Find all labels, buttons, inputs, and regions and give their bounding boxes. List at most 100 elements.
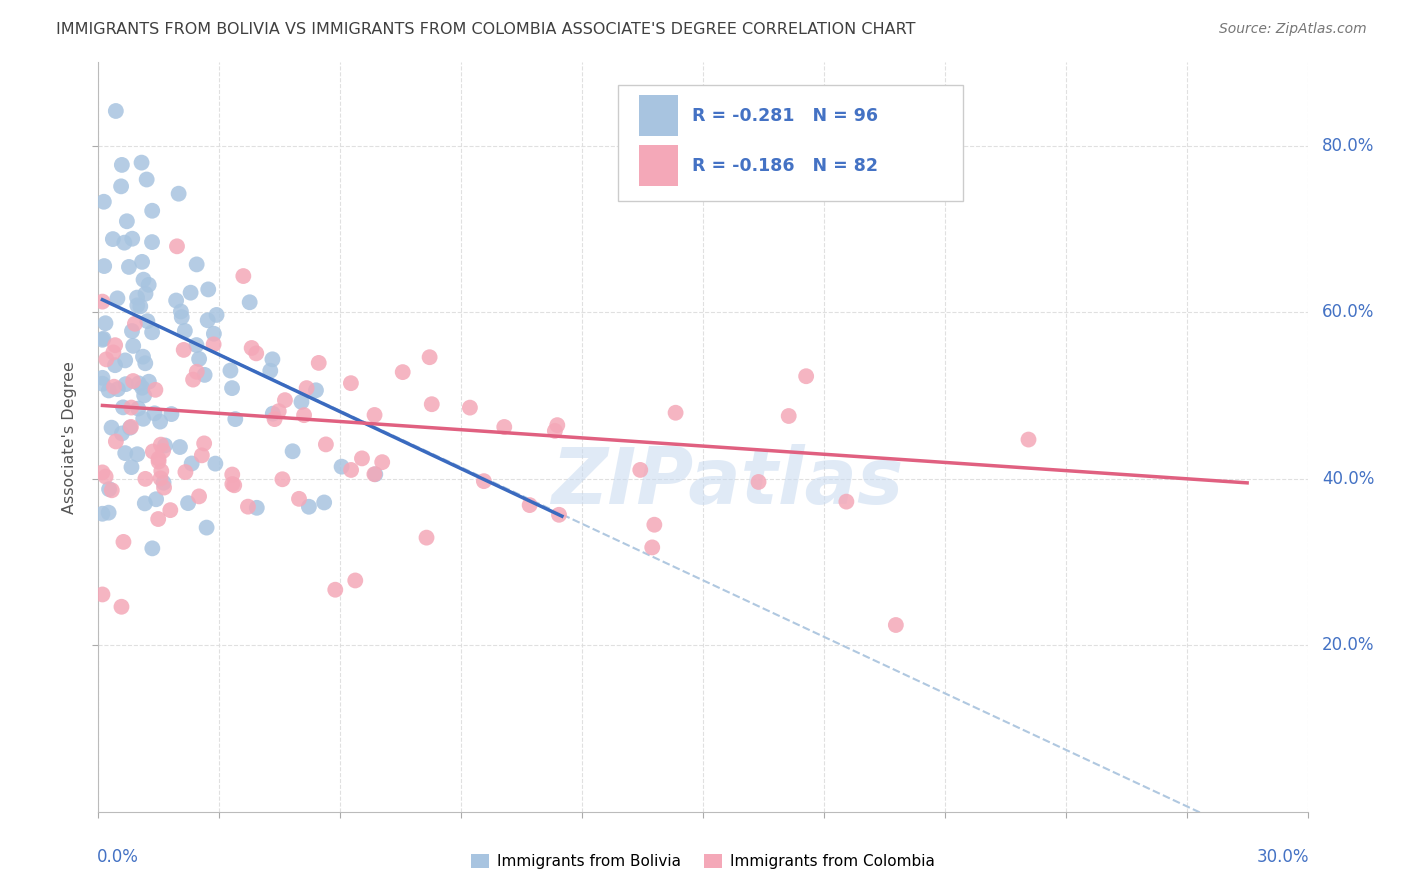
Point xyxy=(91,466,114,480)
Text: 20.0%: 20.0% xyxy=(1322,636,1375,654)
Point xyxy=(224,478,246,492)
Point xyxy=(314,495,336,509)
Point xyxy=(188,489,211,503)
Point xyxy=(127,401,149,416)
Point xyxy=(153,481,176,495)
Bar xyxy=(638,145,678,186)
Point xyxy=(747,475,769,489)
Point xyxy=(97,506,120,520)
Point xyxy=(121,460,143,475)
Point xyxy=(884,618,907,632)
Point xyxy=(134,388,156,402)
Point xyxy=(122,374,145,388)
Point xyxy=(224,412,246,426)
Point xyxy=(110,599,132,614)
Point xyxy=(127,447,149,461)
Point xyxy=(121,324,143,338)
FancyBboxPatch shape xyxy=(619,85,963,201)
Point xyxy=(148,454,170,468)
Point xyxy=(236,500,259,514)
Text: 80.0%: 80.0% xyxy=(1322,136,1375,154)
Point xyxy=(107,291,129,305)
Point xyxy=(107,382,129,396)
Point xyxy=(160,407,183,421)
Point xyxy=(120,401,142,415)
Point xyxy=(205,308,228,322)
Point xyxy=(148,512,170,526)
Point xyxy=(292,408,315,422)
Point xyxy=(132,273,155,287)
Text: 30.0%: 30.0% xyxy=(1257,847,1309,865)
Point xyxy=(153,438,176,452)
Point xyxy=(131,155,153,169)
Y-axis label: Associate's Degree: Associate's Degree xyxy=(62,360,77,514)
Point xyxy=(135,172,157,186)
Point xyxy=(177,496,200,510)
Point xyxy=(519,498,541,512)
Point xyxy=(118,260,141,274)
Point xyxy=(149,415,172,429)
Point xyxy=(458,401,481,415)
Point xyxy=(134,472,156,486)
Point xyxy=(159,503,181,517)
Point xyxy=(794,369,817,384)
Point xyxy=(202,326,225,341)
Point xyxy=(186,257,208,271)
Point xyxy=(186,365,208,379)
Point xyxy=(101,232,124,246)
Point xyxy=(145,383,167,397)
Point xyxy=(246,500,269,515)
Point xyxy=(221,477,243,491)
Point xyxy=(145,492,167,507)
Point xyxy=(152,475,174,490)
Point xyxy=(193,436,215,450)
Point xyxy=(141,541,163,556)
Point xyxy=(132,350,155,364)
Point xyxy=(472,474,495,488)
Point xyxy=(204,457,226,471)
Point xyxy=(188,351,211,366)
Point xyxy=(202,337,225,351)
Point xyxy=(344,574,367,588)
Point xyxy=(221,381,243,395)
Point xyxy=(274,393,297,408)
Point xyxy=(91,371,114,385)
Point xyxy=(340,376,363,391)
Point xyxy=(128,376,150,391)
Text: 40.0%: 40.0% xyxy=(1322,470,1375,488)
Point xyxy=(112,401,135,415)
Point xyxy=(141,235,163,249)
Point xyxy=(267,404,290,418)
Point xyxy=(641,541,664,555)
Point xyxy=(240,341,263,355)
Point xyxy=(131,255,153,269)
Point xyxy=(138,375,160,389)
Point xyxy=(259,364,281,378)
Point xyxy=(122,339,145,353)
Point xyxy=(125,291,148,305)
Point xyxy=(665,406,688,420)
Point xyxy=(143,406,166,420)
Point xyxy=(323,582,346,597)
Point xyxy=(191,448,214,462)
Point xyxy=(103,380,125,394)
Point xyxy=(835,494,858,508)
Point xyxy=(118,421,141,435)
Point xyxy=(114,446,136,460)
Point xyxy=(149,437,172,451)
Point xyxy=(350,451,373,466)
Point xyxy=(91,333,114,347)
Point xyxy=(174,465,197,479)
Point xyxy=(173,343,195,357)
Point xyxy=(91,294,114,309)
Text: Source: ZipAtlas.com: Source: ZipAtlas.com xyxy=(1219,22,1367,37)
Point xyxy=(129,299,152,313)
Point xyxy=(115,214,138,228)
Point xyxy=(288,491,311,506)
Point xyxy=(148,451,170,466)
Point xyxy=(245,346,267,360)
Point xyxy=(104,358,127,372)
Point xyxy=(262,407,284,421)
Point xyxy=(114,353,136,368)
Point xyxy=(93,194,115,209)
